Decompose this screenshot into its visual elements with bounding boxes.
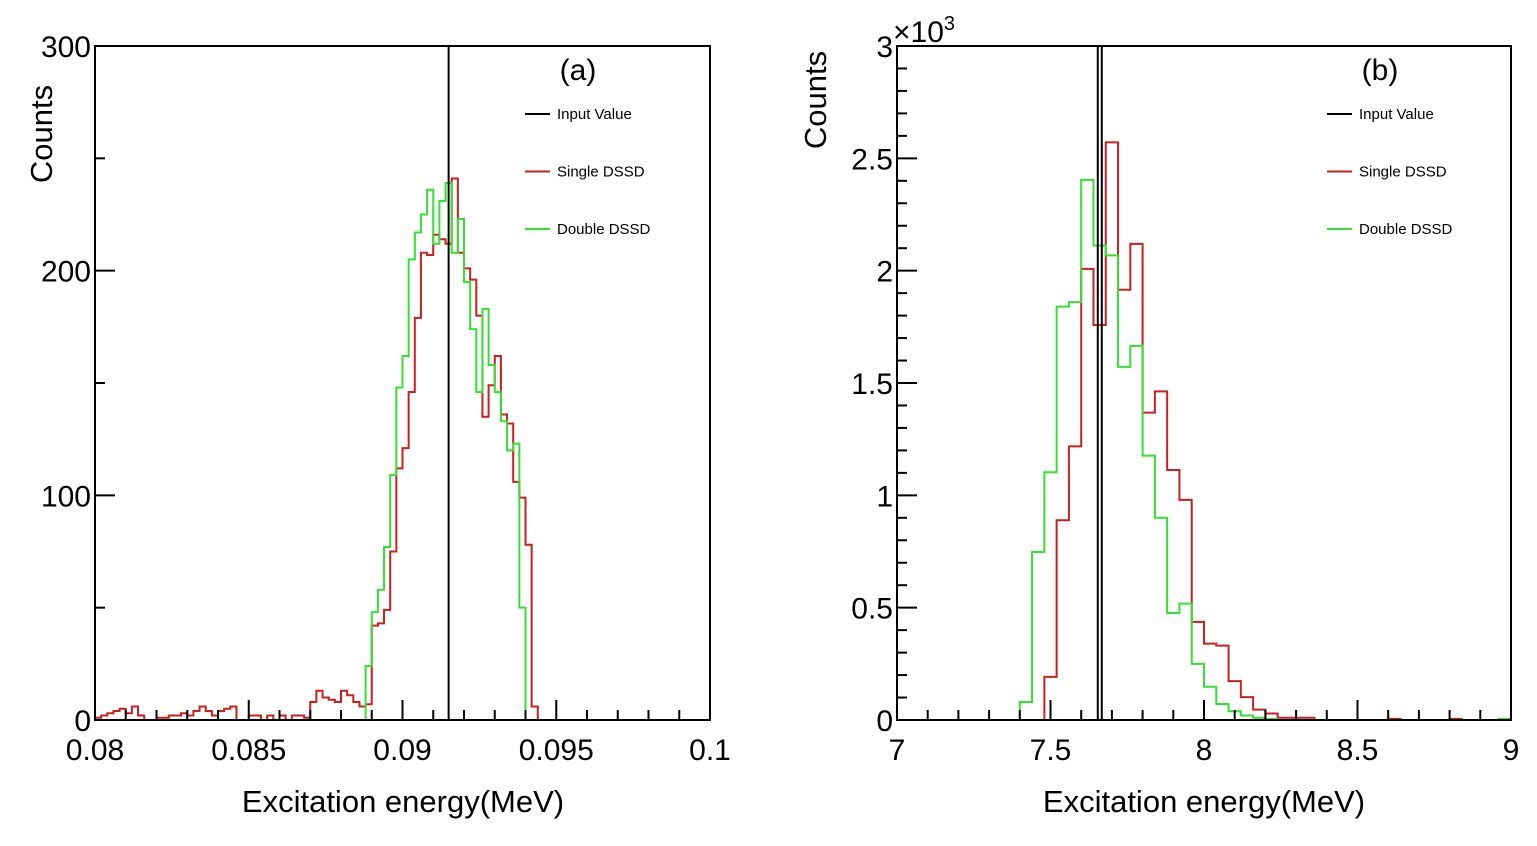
panel-label: (b) [1362,54,1399,87]
y-axis-title: Counts [798,51,833,149]
x-tick-label: 0.1 [689,734,731,767]
x-tick-label: 0.085 [211,734,286,767]
y-tick-label: 100 [41,480,91,513]
x-tick-label: 7 [889,734,906,767]
x-tick-label: 0.095 [519,734,594,767]
legend-entry: Single DSSD [1359,164,1447,181]
legend-entry: Input Value [557,106,632,123]
legend-entry: Double DSSD [1359,221,1453,238]
panel-a: (a) Excitation energy(MeV) Counts 0.08 0.… [24,31,731,819]
y-tick-label: 0 [876,705,893,738]
y-tick-label: 200 [41,256,91,289]
plot-frame [896,45,1512,721]
y-tick-label: 2 [876,256,893,289]
x-axis-title: Excitation energy(MeV) [1043,784,1365,819]
y-tick-label: 0.5 [851,593,893,626]
x-tick-label: 8 [1196,734,1213,767]
x-tick-label: 8.5 [1337,734,1379,767]
panel-label: (a) [560,54,597,87]
y-tick-label: 0 [74,705,91,738]
panel-b: (b) Excitation energy(MeV) Counts ×103 7… [798,13,1519,819]
legend-entry: Input Value [1359,106,1434,123]
legend-entry: Single DSSD [557,164,645,181]
y-tick-label: 300 [41,31,91,64]
y-tick-label: 3 [876,31,893,64]
y-axis-title: Counts [24,85,59,183]
histogram-single-dssd [897,141,1511,721]
y-tick-label: 2.5 [851,143,893,176]
y-tick-label: 1.5 [851,368,893,401]
x-axis-title: Excitation energy(MeV) [242,784,564,819]
y-tick-label: 1 [876,480,893,513]
x-tick-label: 7.5 [1030,734,1072,767]
legend-entry: Double DSSD [557,221,651,238]
x-tick-label: 9 [1503,734,1520,767]
x-tick-label: 0.08 [66,734,124,767]
x-tick-label: 0.09 [373,734,431,767]
y-multiplier: ×103 [893,13,955,49]
histogram-single-dssd [94,177,710,721]
